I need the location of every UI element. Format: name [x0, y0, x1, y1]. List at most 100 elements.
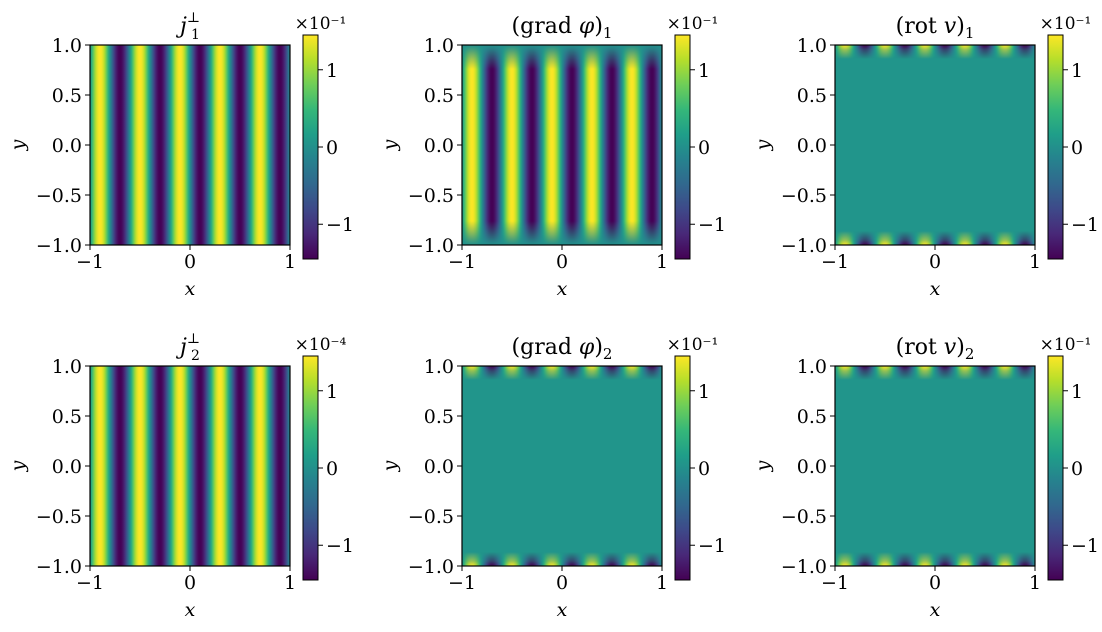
y-tick-label: −1.0: [781, 556, 827, 578]
heatmap-field: [462, 45, 662, 245]
y-tick-label: −1.0: [36, 235, 82, 257]
x-tick-label: −1: [76, 251, 104, 273]
y-tick-label: −1.0: [408, 235, 454, 257]
colorbar-tick-label: −1: [1071, 214, 1099, 236]
colorbar-gradient: [674, 355, 691, 581]
y-tick-label: −0.5: [36, 185, 82, 207]
panel-title: (grad φ)2: [512, 335, 613, 363]
colorbar-tick-label: 0: [698, 137, 710, 159]
colorbar-scale-label: ×10⁻⁴: [295, 335, 347, 355]
panel-grad1: −1 0 1 −1.0 −0.5 0.0 0.5 1.0 x y (grad φ)1 1 0 −1 ×10⁻…: [379, 14, 726, 300]
panel-rot2: −1 0 1 −1.0 −0.5 0.0 0.5 1.0 x y (rot v)2 1 0 −1 ×10⁻¹: [752, 335, 1099, 621]
panel-title: j⊥ 1: [175, 10, 200, 43]
colorbar-scale-label: ×10⁻¹: [1040, 335, 1092, 355]
colorbar-tick-label: 1: [698, 381, 710, 403]
colorbar-tick-label: 1: [698, 60, 710, 82]
x-axis-label: x: [930, 278, 941, 300]
y-axis-label: y: [379, 139, 401, 151]
colorbar-gradient: [1047, 355, 1064, 581]
y-tick-label: 0.5: [797, 85, 827, 107]
y-tick-label: −0.5: [408, 185, 454, 207]
x-tick-label: 0: [556, 572, 568, 594]
heatmap-field: [835, 366, 1035, 566]
x-tick-label: −1: [76, 572, 104, 594]
colorbar: 1 0 −1 ×10⁻¹: [667, 335, 726, 581]
y-tick-label: 0.0: [424, 135, 454, 157]
colorbar: 1 0 −1 ×10⁻¹: [1040, 335, 1099, 581]
x-tick-label: 0: [184, 251, 196, 273]
y-tick-label: −0.5: [408, 506, 454, 528]
x-tick-label: 0: [929, 251, 941, 273]
x-tick-label: 1: [656, 572, 668, 594]
x-tick-label: 0: [929, 572, 941, 594]
boundary-layer-top: [835, 45, 1035, 59]
y-tick-label: 1.0: [424, 35, 454, 57]
colorbar-scale-label: ×10⁻¹: [1040, 14, 1092, 34]
colorbar-tick-label: −1: [1071, 535, 1099, 557]
x-tick-label: 1: [284, 572, 296, 594]
x-tick-label: 0: [184, 572, 196, 594]
boundary-layer-top: [462, 366, 662, 380]
colorbar-gradient: [674, 34, 691, 260]
colorbar: 1 0 −1 ×10⁻¹: [667, 14, 726, 260]
colorbar-tick-label: 0: [698, 458, 710, 480]
panel-j2: −1 0 1 −1.0 −0.5 0.0 0.5 1.0 x y j⊥ 2 1 0 −1 ×10⁻⁴: [7, 331, 354, 621]
y-tick-label: −1.0: [408, 556, 454, 578]
colorbar-tick-label: −1: [326, 535, 354, 557]
x-tick-label: −1: [821, 572, 849, 594]
heatmap: [835, 366, 1035, 566]
colorbar-tick-label: 1: [1071, 381, 1083, 403]
y-tick-label: 1.0: [52, 35, 82, 57]
x-axis-label: x: [930, 599, 941, 621]
x-axis-label: x: [185, 278, 196, 300]
colorbar-tick-label: 0: [1071, 458, 1083, 480]
x-axis-label: x: [185, 599, 196, 621]
colorbar-tick-label: −1: [326, 214, 354, 236]
x-tick-label: −1: [448, 572, 476, 594]
panel-title: (rot v)2: [896, 335, 975, 363]
boundary-layer-bottom: [835, 552, 1035, 566]
heatmap-field: [462, 366, 662, 566]
x-tick-label: 1: [656, 251, 668, 273]
colorbar-gradient: [302, 355, 319, 581]
y-axis-label: y: [7, 460, 29, 472]
y-tick-label: −1.0: [36, 556, 82, 578]
x-tick-label: 0: [556, 251, 568, 273]
y-tick-label: 0.0: [797, 135, 827, 157]
panel-title: j⊥ 2: [175, 331, 200, 364]
y-axis-label: y: [752, 139, 774, 151]
y-tick-label: 0.5: [424, 85, 454, 107]
x-axis-label: x: [557, 278, 568, 300]
heatmap: [835, 45, 1035, 245]
heatmap-field: [90, 45, 290, 245]
colorbar-tick-label: 1: [326, 381, 338, 403]
panel-title: (grad φ)1: [512, 14, 613, 42]
x-tick-label: −1: [821, 251, 849, 273]
colorbar-tick-label: −1: [698, 535, 726, 557]
panel-grad2: −1 0 1 −1.0 −0.5 0.0 0.5 1.0 x y (grad φ)2 1 0 −1 ×10⁻…: [379, 335, 726, 621]
y-tick-label: 0.0: [52, 456, 82, 478]
heatmap: [462, 366, 662, 566]
colorbar-tick-label: 1: [326, 60, 338, 82]
y-tick-label: 0.0: [424, 456, 454, 478]
colorbar-scale-label: ×10⁻¹: [667, 14, 719, 34]
heatmap: [90, 366, 290, 566]
y-tick-label: 0.5: [52, 85, 82, 107]
y-tick-label: 0.0: [797, 456, 827, 478]
y-tick-label: −0.5: [781, 506, 827, 528]
y-tick-label: −1.0: [781, 235, 827, 257]
y-tick-label: −0.5: [36, 506, 82, 528]
boundary-layer-bottom: [835, 231, 1035, 245]
y-tick-label: 0.5: [424, 406, 454, 428]
panel-j1: −1 0 1 −1.0 −0.5 0.0 0.5 1.0 x y j⊥ 1 1 0 −1 ×10⁻¹: [7, 10, 354, 300]
y-tick-label: 1.0: [52, 356, 82, 378]
boundary-layer-bottom: [462, 552, 662, 566]
y-axis-label: y: [379, 460, 401, 472]
colorbar-tick-label: 0: [326, 137, 338, 159]
y-tick-label: 1.0: [424, 356, 454, 378]
y-tick-label: 1.0: [797, 35, 827, 57]
y-tick-label: −0.5: [781, 185, 827, 207]
panel-rot1: −1 0 1 −1.0 −0.5 0.0 0.5 1.0 x y (rot v)1 1 0 −1 ×10⁻¹: [752, 14, 1099, 300]
y-tick-label: 0.0: [52, 135, 82, 157]
